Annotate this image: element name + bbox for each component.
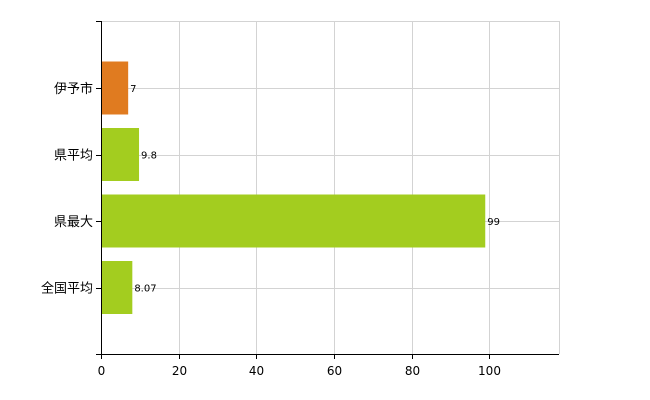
data-label: 9.8 [141, 151, 157, 162]
bar-4 [102, 261, 133, 314]
x-tick-label: 100 [478, 364, 501, 378]
x-tick-label: 40 [249, 364, 264, 378]
x-tick-label: 80 [405, 364, 420, 378]
bar-2 [102, 128, 140, 181]
bars [102, 61, 486, 314]
data-label: 7 [130, 84, 136, 95]
category-label: 伊予市 [54, 81, 93, 97]
category-label: 全国平均 [41, 281, 93, 297]
category-label: 県最大 [54, 215, 93, 230]
data-label: 8.07 [134, 284, 156, 295]
x-tick-label: 60 [327, 364, 342, 378]
data-label: 99 [487, 217, 500, 228]
bar-1 [102, 61, 129, 115]
category-label: 県平均 [54, 149, 93, 164]
labels: 伊予市 7 県平均 9.8 県最大 99 全国平均 8.07 0 20 40 60 80 100 [41, 81, 501, 378]
gridlines [101, 21, 560, 354]
bar-3 [102, 194, 486, 248]
axes [96, 21, 559, 359]
x-tick-label: 20 [172, 364, 187, 378]
x-tick-label: 0 [98, 364, 106, 378]
